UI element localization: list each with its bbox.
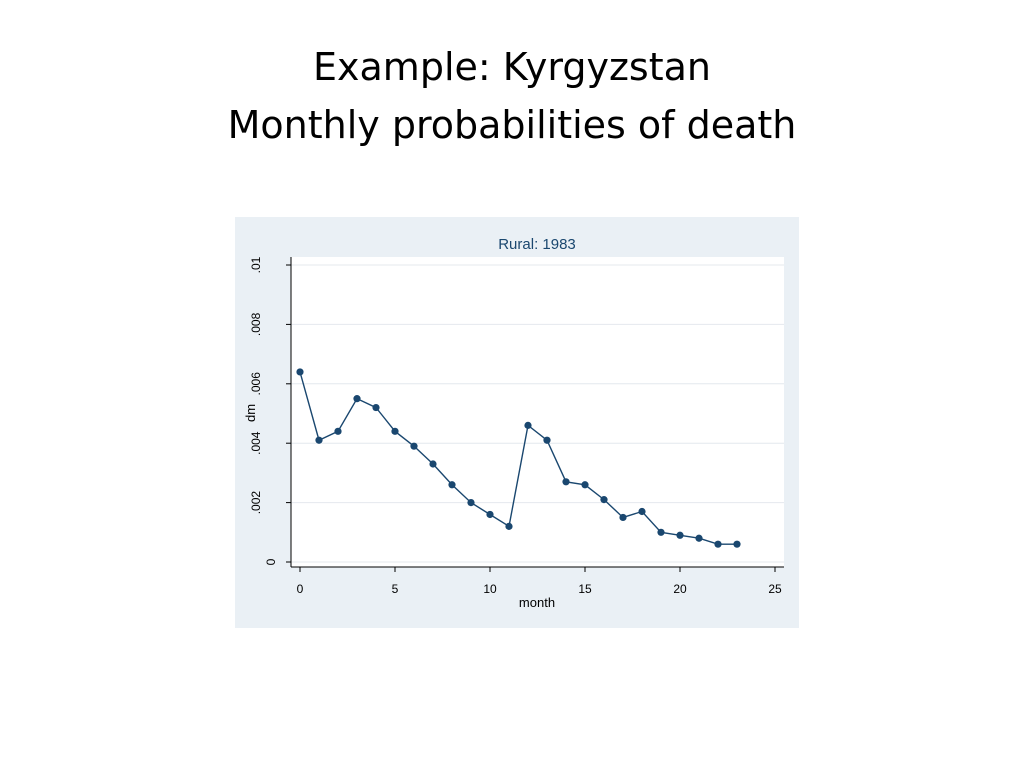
data-point (562, 478, 570, 486)
slide-title-line-2: Monthly probabilities of death (227, 103, 797, 147)
y-tick-label: .006 (249, 372, 263, 396)
data-point (695, 534, 703, 542)
data-point (524, 421, 532, 429)
y-tick-label: 0 (264, 558, 278, 565)
data-point (448, 481, 456, 489)
data-point (429, 460, 437, 468)
axes: 0 .002 .004 .006 .008 .01 0 5 10 15 20 25 (249, 256, 784, 596)
x-tick-label: 0 (297, 582, 304, 596)
gridlines (291, 264, 784, 563)
y-axis-label: dm (243, 404, 258, 422)
x-tick-label: 15 (578, 582, 592, 596)
data-point (315, 436, 323, 444)
plot-area (291, 257, 784, 567)
data-point (296, 368, 304, 376)
data-point (410, 442, 418, 450)
data-point (581, 481, 589, 489)
data-point (334, 427, 342, 435)
line-chart: Rural: 1983 0 .002 .004 .006 .008 .01 0 5 10 15 20… (235, 217, 799, 628)
slide-title-line-1: Example: Kyrgyzstan (313, 45, 711, 89)
data-point (714, 540, 722, 548)
x-tick-label: 25 (768, 582, 782, 596)
y-tick-label: .008 (249, 312, 263, 336)
x-tick-label: 20 (673, 582, 687, 596)
data-point (467, 499, 475, 507)
data-point (657, 528, 665, 536)
data-point (638, 507, 646, 516)
data-point (372, 403, 380, 412)
data-point (619, 513, 627, 522)
data-series (296, 368, 741, 548)
chart-subtitle: Rural: 1983 (498, 236, 576, 253)
x-tick-label: 10 (483, 582, 497, 596)
x-axis-label: month (519, 595, 555, 610)
data-point (733, 540, 741, 548)
data-point (600, 496, 608, 504)
data-point (505, 522, 513, 530)
y-tick-label: .002 (249, 491, 263, 515)
x-tick-label: 5 (392, 582, 399, 596)
data-point (391, 427, 399, 435)
y-tick-label: .004 (249, 431, 263, 455)
slide-title: Example: Kyrgyzstan Monthly probabilitie… (0, 38, 1024, 154)
data-point (353, 395, 361, 403)
data-point (486, 510, 494, 519)
y-tick-label: .01 (249, 256, 263, 273)
data-point (543, 436, 551, 444)
data-point (676, 531, 684, 539)
